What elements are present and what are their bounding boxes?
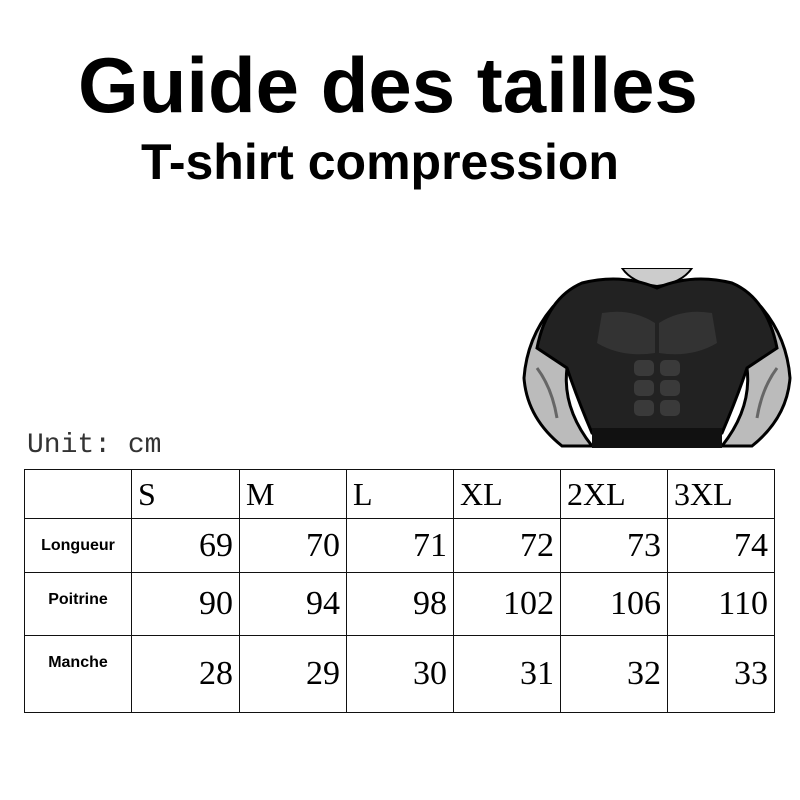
cell-value: 29 [239, 635, 347, 713]
table-row: Longueur 69 70 71 72 73 74 [24, 518, 775, 573]
size-header: 3XL [667, 469, 775, 519]
row-label: Poitrine [24, 572, 132, 636]
table-header-row: S M L XL 2XL 3XL [24, 469, 775, 519]
cell-value: 74 [667, 518, 775, 573]
muscular-torso-illustration-icon [522, 268, 792, 448]
empty-corner-cell [24, 469, 132, 519]
cell-value: 32 [560, 635, 668, 713]
cell-value: 31 [453, 635, 561, 713]
row-label: Longueur [24, 518, 132, 573]
size-chart-table: S M L XL 2XL 3XL Longueur 69 70 71 72 73… [24, 469, 775, 713]
cell-value: 70 [239, 518, 347, 573]
page-title: Guide des tailles [78, 41, 698, 129]
cell-value: 71 [346, 518, 454, 573]
table-row: Manche 28 29 30 31 32 33 [24, 635, 775, 713]
cell-value: 28 [131, 635, 240, 713]
size-header: S [131, 469, 240, 519]
cell-value: 94 [239, 572, 347, 636]
cell-value: 30 [346, 635, 454, 713]
cell-value: 73 [560, 518, 668, 573]
size-header: L [346, 469, 454, 519]
cell-value: 102 [453, 572, 561, 636]
page-subtitle: T-shirt compression [141, 134, 619, 190]
cell-value: 106 [560, 572, 668, 636]
size-header: XL [453, 469, 561, 519]
table-row: Poitrine 90 94 98 102 106 110 [24, 572, 775, 636]
cell-value: 110 [667, 572, 775, 636]
cell-value: 33 [667, 635, 775, 713]
cell-value: 98 [346, 572, 454, 636]
row-label: Manche [24, 635, 132, 713]
size-header: M [239, 469, 347, 519]
unit-label: Unit: cm [27, 430, 162, 461]
cell-value: 90 [131, 572, 240, 636]
cell-value: 69 [131, 518, 240, 573]
size-header: 2XL [560, 469, 668, 519]
cell-value: 72 [453, 518, 561, 573]
